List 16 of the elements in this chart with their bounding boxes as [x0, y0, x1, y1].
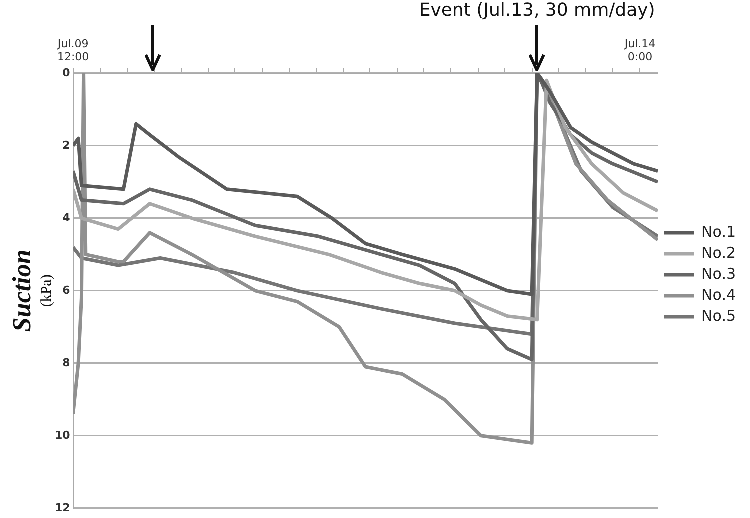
- y-tick-label: 4: [62, 211, 71, 224]
- legend-label: No.1: [702, 222, 736, 241]
- y-tick-label: 6: [62, 284, 71, 297]
- legend-label: No.3: [702, 264, 736, 283]
- y-tick-label: 8: [62, 356, 70, 370]
- y-tick-label: 10: [54, 428, 71, 442]
- legend-label: No.5: [702, 306, 736, 325]
- y-tick-label: 0: [62, 66, 71, 80]
- x-tick-label: Jul.14 0:00: [624, 37, 656, 64]
- y-axis-title: Suction (kPa): [8, 250, 55, 332]
- y-tick-label: 2: [62, 138, 70, 152]
- legend-label: No.2: [702, 244, 736, 262]
- legend-label: No.4: [702, 286, 736, 304]
- y-tick-label: 12: [54, 501, 70, 514]
- annotation: Event (Jul.13, 30 mm/day): [419, 0, 656, 22]
- x-tick-label: Jul.09 12:00: [56, 37, 90, 64]
